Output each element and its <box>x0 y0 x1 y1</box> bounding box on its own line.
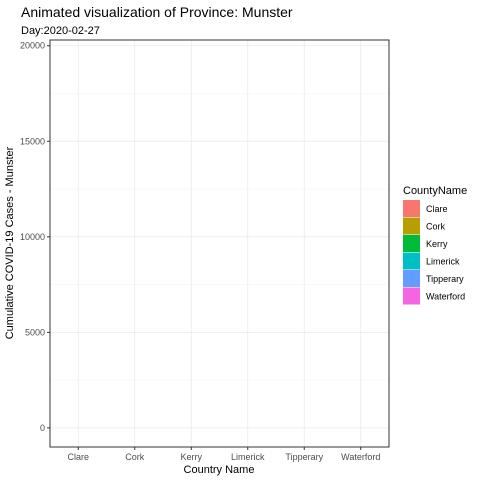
y-tick-label: 15000 <box>20 136 45 146</box>
y-tick-label: 20000 <box>20 41 45 51</box>
x-tick-label: Limerick <box>231 452 265 462</box>
chart-title: Animated visualization of Province: Muns… <box>21 4 293 20</box>
x-tick-label: Clare <box>67 452 89 462</box>
y-tick-label: 5000 <box>25 327 45 337</box>
x-tick-label: Waterford <box>341 452 380 462</box>
chart-subtitle: Day:2020-02-27 <box>21 25 100 37</box>
legend-key-cork <box>403 217 420 235</box>
legend-label: Kerry <box>426 239 448 249</box>
legend-label: Clare <box>426 204 448 214</box>
legend-title: CountyName <box>403 185 467 197</box>
x-tick-label: Cork <box>125 452 145 462</box>
legend-label: Tipperary <box>426 274 464 284</box>
legend-key-clare <box>403 200 420 217</box>
y-tick-label: 10000 <box>20 232 45 242</box>
legend-label: Cork <box>426 222 446 232</box>
x-tick-label: Kerry <box>180 452 202 462</box>
legend-key-tipperary <box>403 270 420 287</box>
legend-label: Limerick <box>426 257 460 267</box>
y-tick-label: 0 <box>40 423 45 433</box>
legend: CountyName Clare Cork Kerry Limerick Tippera… <box>403 185 467 305</box>
plot-panel-border <box>49 39 390 448</box>
y-axis: 0 5000 10000 15000 20000 <box>20 41 50 433</box>
y-axis-title: Cumulative COVID-19 Cases - Munster <box>4 146 16 339</box>
legend-label: Waterford <box>426 292 465 302</box>
legend-key-waterford <box>403 287 420 305</box>
x-axis-title: Country Name <box>184 464 255 476</box>
x-axis: Clare Cork Kerry Limerick Tipperary Waterford <box>67 447 380 462</box>
grid-lines <box>50 40 389 447</box>
x-tick-label: Tipperary <box>285 452 323 462</box>
legend-key-kerry <box>403 235 420 252</box>
legend-key-limerick <box>403 252 420 270</box>
